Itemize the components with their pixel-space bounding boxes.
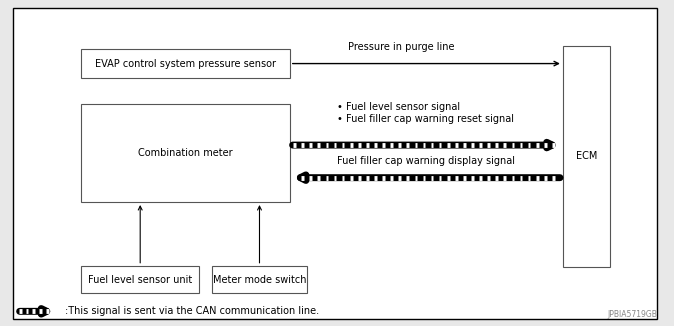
- Text: • Fuel level sensor signal
• Fuel filler cap warning reset signal: • Fuel level sensor signal • Fuel filler…: [337, 102, 514, 124]
- Text: Fuel level sensor unit: Fuel level sensor unit: [88, 274, 192, 285]
- FancyBboxPatch shape: [212, 266, 307, 293]
- Text: Pressure in purge line: Pressure in purge line: [348, 42, 454, 52]
- Text: Fuel filler cap warning display signal: Fuel filler cap warning display signal: [337, 156, 515, 166]
- Text: Combination meter: Combination meter: [138, 148, 233, 158]
- Text: JPBIA5719GB: JPBIA5719GB: [607, 310, 657, 319]
- FancyBboxPatch shape: [81, 266, 199, 293]
- Text: :This signal is sent via the CAN communication line.: :This signal is sent via the CAN communi…: [65, 306, 319, 316]
- FancyBboxPatch shape: [13, 8, 657, 319]
- Text: Meter mode switch: Meter mode switch: [213, 274, 306, 285]
- FancyBboxPatch shape: [563, 46, 610, 267]
- Text: EVAP control system pressure sensor: EVAP control system pressure sensor: [95, 59, 276, 68]
- Text: ECM: ECM: [576, 152, 597, 161]
- FancyBboxPatch shape: [81, 49, 290, 78]
- FancyBboxPatch shape: [81, 104, 290, 202]
